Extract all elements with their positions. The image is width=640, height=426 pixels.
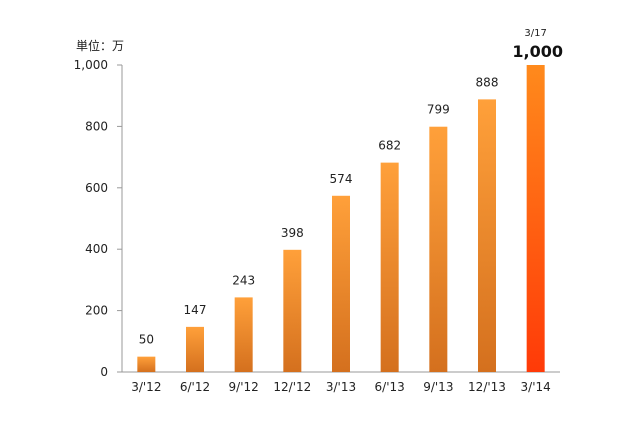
bar	[380, 162, 399, 372]
y-tick-label: 1,000	[74, 58, 108, 72]
bar	[332, 195, 350, 372]
x-tick-label: 12/'13	[468, 380, 506, 394]
bar	[234, 297, 253, 372]
x-tick-label: 9/'13	[423, 380, 453, 394]
data-label: 574	[330, 172, 353, 186]
y-tick-label: 800	[85, 119, 108, 133]
x-tick-label: 3/'12	[131, 380, 161, 394]
y-tick-label: 400	[85, 242, 108, 256]
bar	[137, 356, 156, 372]
x-tick-label: 3/'14	[521, 380, 551, 394]
x-tick-label: 3/'13	[326, 380, 356, 394]
bar	[478, 99, 496, 372]
y-tick-label: 600	[85, 181, 108, 195]
y-tick-label: 200	[85, 304, 108, 318]
bars	[137, 65, 545, 372]
data-label: 398	[281, 226, 304, 240]
bar	[283, 249, 302, 372]
data-label: 50	[139, 333, 154, 347]
data-label: 243	[232, 273, 255, 287]
bar	[186, 326, 204, 372]
labels: 3/'12 50 6/'12 147 9/'12 243 12/'12 398 3/'13 574…	[131, 28, 563, 394]
bar-highlight	[526, 65, 545, 372]
data-label: 799	[427, 103, 450, 117]
x-tick-label: 12/'12	[273, 380, 311, 394]
data-label: 147	[184, 303, 207, 317]
bar	[429, 126, 448, 372]
data-label: 682	[378, 139, 401, 153]
highlight-value-label: 1,000	[512, 42, 563, 61]
highlight-date-label: 3/17	[524, 28, 546, 39]
x-tick-label: 9/'12	[229, 380, 259, 394]
x-tick-label: 6/'13	[375, 380, 405, 394]
unit-label: 単位：万	[76, 39, 125, 53]
y-tick-label: 0	[100, 365, 108, 379]
data-label: 888	[476, 75, 499, 89]
x-tick-label: 6/'12	[180, 380, 210, 394]
